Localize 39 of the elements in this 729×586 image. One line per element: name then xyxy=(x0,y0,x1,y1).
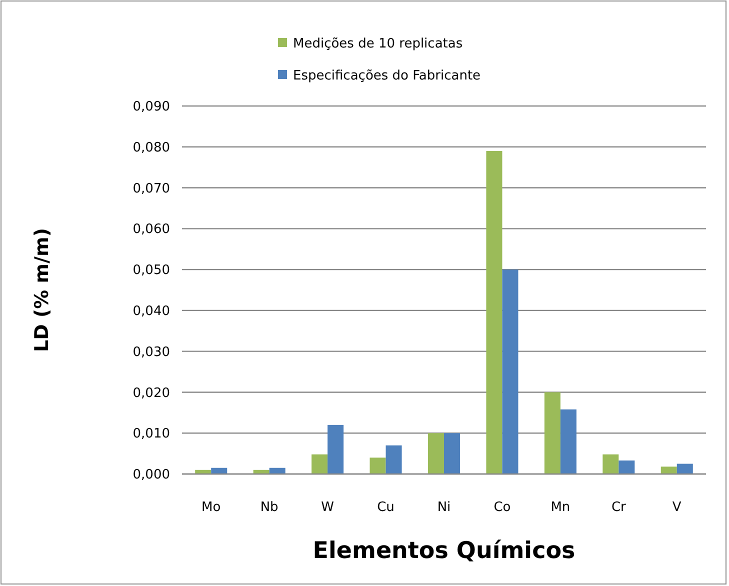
bar xyxy=(486,150,502,474)
bar xyxy=(560,409,576,474)
x-tick-label: Ni xyxy=(437,500,451,515)
bar xyxy=(676,464,693,474)
y-tick-label: 0,030 xyxy=(132,344,170,360)
legend-label: Especificações do Fabricante xyxy=(293,68,481,84)
y-tick-label: 0,040 xyxy=(132,304,170,319)
x-tick-label: Nb xyxy=(260,500,278,515)
x-tick-label: Cr xyxy=(611,500,627,515)
legend-label: Medições de 10 replicatas xyxy=(293,36,463,52)
y-tick-label: 0,060 xyxy=(132,222,170,238)
bar xyxy=(444,433,460,474)
bar xyxy=(544,392,560,474)
y-tick-label: 0,070 xyxy=(132,181,170,196)
x-tick-label: Mo xyxy=(202,500,221,515)
bar xyxy=(660,466,677,474)
bar xyxy=(428,433,444,474)
x-tick-label: Mn xyxy=(550,500,570,515)
y-tick-label: 0,090 xyxy=(132,100,170,115)
y-axis-title: LD (% m/m) xyxy=(31,228,53,352)
bar xyxy=(602,454,619,474)
x-tick-label: V xyxy=(672,500,682,515)
bar xyxy=(502,270,518,474)
y-tick-label: 0,000 xyxy=(132,468,170,483)
x-tick-label: Cu xyxy=(377,500,394,515)
bar xyxy=(211,468,228,474)
y-tick-label: 0,010 xyxy=(132,426,170,442)
y-tick-label: 0,050 xyxy=(132,263,170,278)
y-tick-label: 0,020 xyxy=(132,386,170,401)
bar xyxy=(269,468,286,474)
y-tick-label: 0,080 xyxy=(132,140,170,156)
bar xyxy=(312,454,328,474)
x-axis-title: Elementos Químicos xyxy=(312,538,576,564)
bar xyxy=(328,424,344,474)
bar xyxy=(370,458,386,474)
bar xyxy=(386,445,402,474)
x-tick-label: W xyxy=(321,500,334,515)
x-tick-label: Co xyxy=(494,500,511,515)
bar xyxy=(618,460,635,474)
